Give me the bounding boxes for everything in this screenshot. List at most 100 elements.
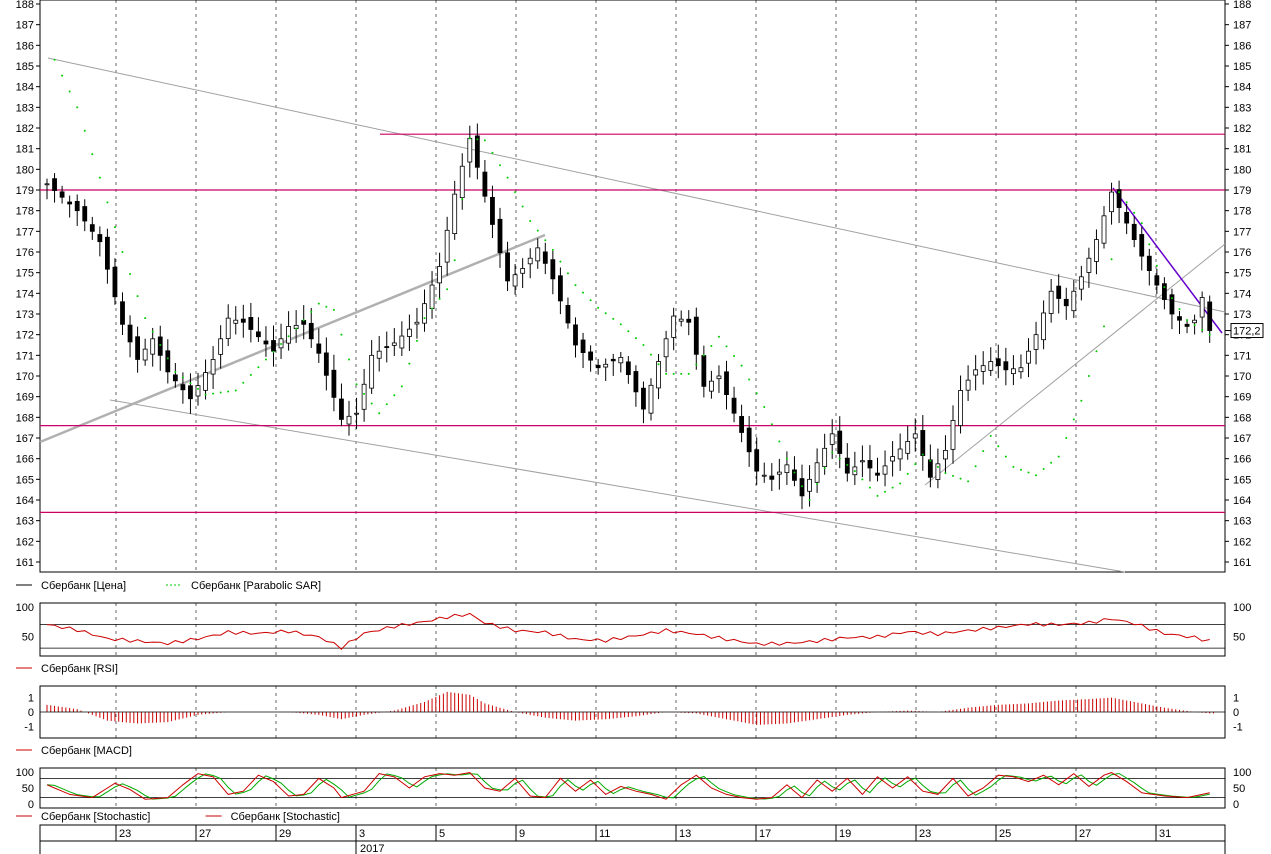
legend-label: Сбербанк [Stochastic] xyxy=(41,811,150,823)
candle-body xyxy=(610,358,616,362)
sar-dot xyxy=(91,153,94,156)
time-tick-label: 11 xyxy=(599,828,610,840)
sar-dot xyxy=(1087,375,1090,377)
trendline-rising xyxy=(924,243,1226,486)
sar-dot xyxy=(1095,350,1098,353)
candle-body xyxy=(44,183,50,186)
candle-body xyxy=(558,275,563,302)
sar-dot xyxy=(408,362,411,365)
candle-body xyxy=(323,352,329,376)
price-tick-label-right: 185 xyxy=(1233,61,1251,73)
sar-dot xyxy=(197,387,199,390)
sar-dot xyxy=(899,482,902,485)
sar-dot xyxy=(695,363,698,366)
sar-dot xyxy=(136,295,139,298)
time-tick-label: 27 xyxy=(1079,828,1091,840)
sar-dot xyxy=(129,273,132,276)
candle-body xyxy=(588,351,593,361)
sar-dot xyxy=(431,307,434,310)
candle-body xyxy=(520,268,526,274)
candle-body xyxy=(618,356,624,364)
sar-dot xyxy=(189,382,192,385)
candle-body xyxy=(912,433,918,439)
rsi-panel[interactable]: 100 100 50 50 xyxy=(16,602,1252,657)
price-tick-label-left: 167 xyxy=(16,433,34,445)
price-tick-label-right: 181 xyxy=(1233,144,1251,156)
candle-body xyxy=(1101,215,1107,244)
candle-body xyxy=(172,374,178,382)
sar-dot xyxy=(423,317,426,320)
sar-dot xyxy=(967,480,970,483)
candle-body xyxy=(837,430,843,454)
sar-dot xyxy=(514,191,517,194)
sar-dot xyxy=(1140,222,1143,225)
sar-dot xyxy=(491,151,494,154)
candle-body xyxy=(195,385,201,397)
candle-body xyxy=(467,137,473,163)
macd-tick-left: 0 xyxy=(28,707,34,719)
candle-body xyxy=(897,448,903,460)
sar-dot xyxy=(906,472,909,475)
candle-body xyxy=(210,359,216,375)
candle-body xyxy=(1094,239,1099,262)
sar-dot xyxy=(1080,399,1083,402)
price-tick-label-right: 180 xyxy=(1233,164,1251,176)
time-tick-label: 31 xyxy=(1159,828,1171,840)
sar-dot xyxy=(83,129,86,132)
candle-body xyxy=(935,463,941,480)
sar-dot xyxy=(174,370,177,373)
stoch-panel[interactable]: 100 100 50 50 0 0 xyxy=(16,767,1252,811)
sar-dot xyxy=(264,358,267,361)
sar-dot xyxy=(604,312,607,315)
candle-body xyxy=(784,464,790,473)
price-tick-label-left: 179 xyxy=(16,185,34,197)
sar-dot xyxy=(846,463,849,466)
sar-dot xyxy=(997,445,1000,448)
sar-dot xyxy=(302,319,305,322)
sar-dot xyxy=(1057,455,1060,458)
sar-dot xyxy=(801,485,803,488)
legend-label: Сбербанк [RSI] xyxy=(41,663,118,675)
candle-body xyxy=(761,474,767,477)
sar-dot xyxy=(634,337,637,340)
rsi-legend: Сбербанк [RSI] xyxy=(16,663,118,675)
price-tick-label-left: 164 xyxy=(16,495,34,507)
time-axis-row xyxy=(39,824,1226,842)
candle-body xyxy=(776,471,782,475)
price-tick-label-left: 184 xyxy=(16,82,34,94)
candle-body xyxy=(127,324,133,343)
sar-dot xyxy=(1035,474,1038,477)
sar-dot xyxy=(559,260,562,263)
price-panel[interactable]: 161 161 162 162 163 163 164 164 165 165 166 166 167 1… xyxy=(16,0,1264,573)
sar-dot xyxy=(385,403,388,406)
price-tick-label-left: 180 xyxy=(16,164,34,176)
sar-dot xyxy=(868,486,871,489)
candle-body xyxy=(263,340,269,345)
price-tick-label-left: 171 xyxy=(16,350,34,362)
sar-dot xyxy=(355,383,358,386)
price-tick-label-right: 165 xyxy=(1233,474,1251,486)
time-tick-label: 19 xyxy=(839,828,851,840)
candle-body xyxy=(490,196,495,225)
price-tick-label-left: 174 xyxy=(16,288,34,300)
sar-dot xyxy=(287,335,290,338)
macd-tick-right: 1 xyxy=(1233,693,1239,705)
candle-body xyxy=(1146,255,1152,272)
sar-dot xyxy=(227,390,230,393)
sar-dot xyxy=(68,90,71,93)
candle-body xyxy=(497,218,503,254)
rsi-tick-right: 100 xyxy=(1233,602,1251,614)
price-tick-label-right: 166 xyxy=(1233,454,1251,466)
price-tick-label-right: 167 xyxy=(1233,433,1251,445)
price-tick-label-left: 166 xyxy=(16,454,34,466)
candle-body xyxy=(686,318,692,323)
sar-dot xyxy=(1019,468,1022,471)
candle-body xyxy=(1109,191,1114,213)
macd-panel[interactable]: 1 1 0 0 -1 -1 xyxy=(24,685,1243,739)
sar-dot xyxy=(989,434,992,437)
price-tick-label-right: 182 xyxy=(1233,123,1251,135)
sar-dot xyxy=(181,376,184,379)
price-tick-label-left: 187 xyxy=(16,20,34,32)
price-tick-label-left: 183 xyxy=(16,102,34,114)
sar-dot xyxy=(1178,308,1181,311)
